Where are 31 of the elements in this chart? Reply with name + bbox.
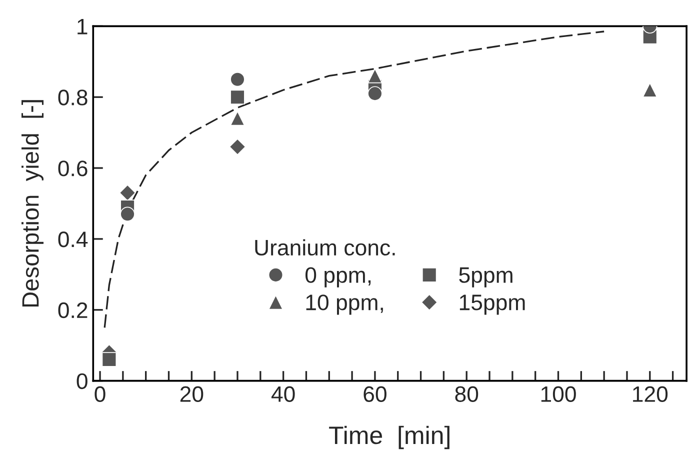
x-tick-label: 60	[364, 386, 386, 402]
x-axis-title: Time [min]	[329, 426, 450, 450]
x-tick-label: 20	[180, 386, 204, 402]
point	[229, 138, 246, 156]
point	[368, 68, 382, 84]
point	[230, 90, 245, 104]
point	[368, 86, 382, 101]
point	[642, 82, 658, 98]
legend-title: Uranium conc.	[255, 239, 395, 256]
x-tick-label: 100	[541, 386, 576, 402]
y-tick-label: 0.6	[58, 160, 88, 176]
x-tick-label: 40	[271, 386, 295, 402]
y-tick-label: 0.4	[58, 231, 88, 248]
x-tick-label: 120	[633, 386, 668, 402]
y-tick-label: 0.8	[58, 90, 88, 106]
point	[230, 72, 245, 87]
y-tick-label: 1	[78, 18, 88, 34]
point	[102, 352, 117, 367]
y-tick-label: 0.2	[58, 302, 88, 318]
point	[230, 111, 245, 126]
point	[119, 184, 136, 202]
line-series	[104, 30, 605, 328]
x-tick-label: 0	[94, 386, 106, 402]
legend-label: 15ppm	[460, 294, 525, 315]
legend-label: 5ppm	[459, 267, 512, 288]
y-axis-title: Desorption yield [-]	[22, 100, 44, 307]
x-tick-label: 80	[455, 386, 478, 402]
legend-label: 10 ppm,	[306, 294, 383, 315]
point	[120, 206, 135, 222]
y-tick-label: 0	[76, 373, 88, 390]
legend-label: 0 ppm,	[305, 267, 371, 288]
